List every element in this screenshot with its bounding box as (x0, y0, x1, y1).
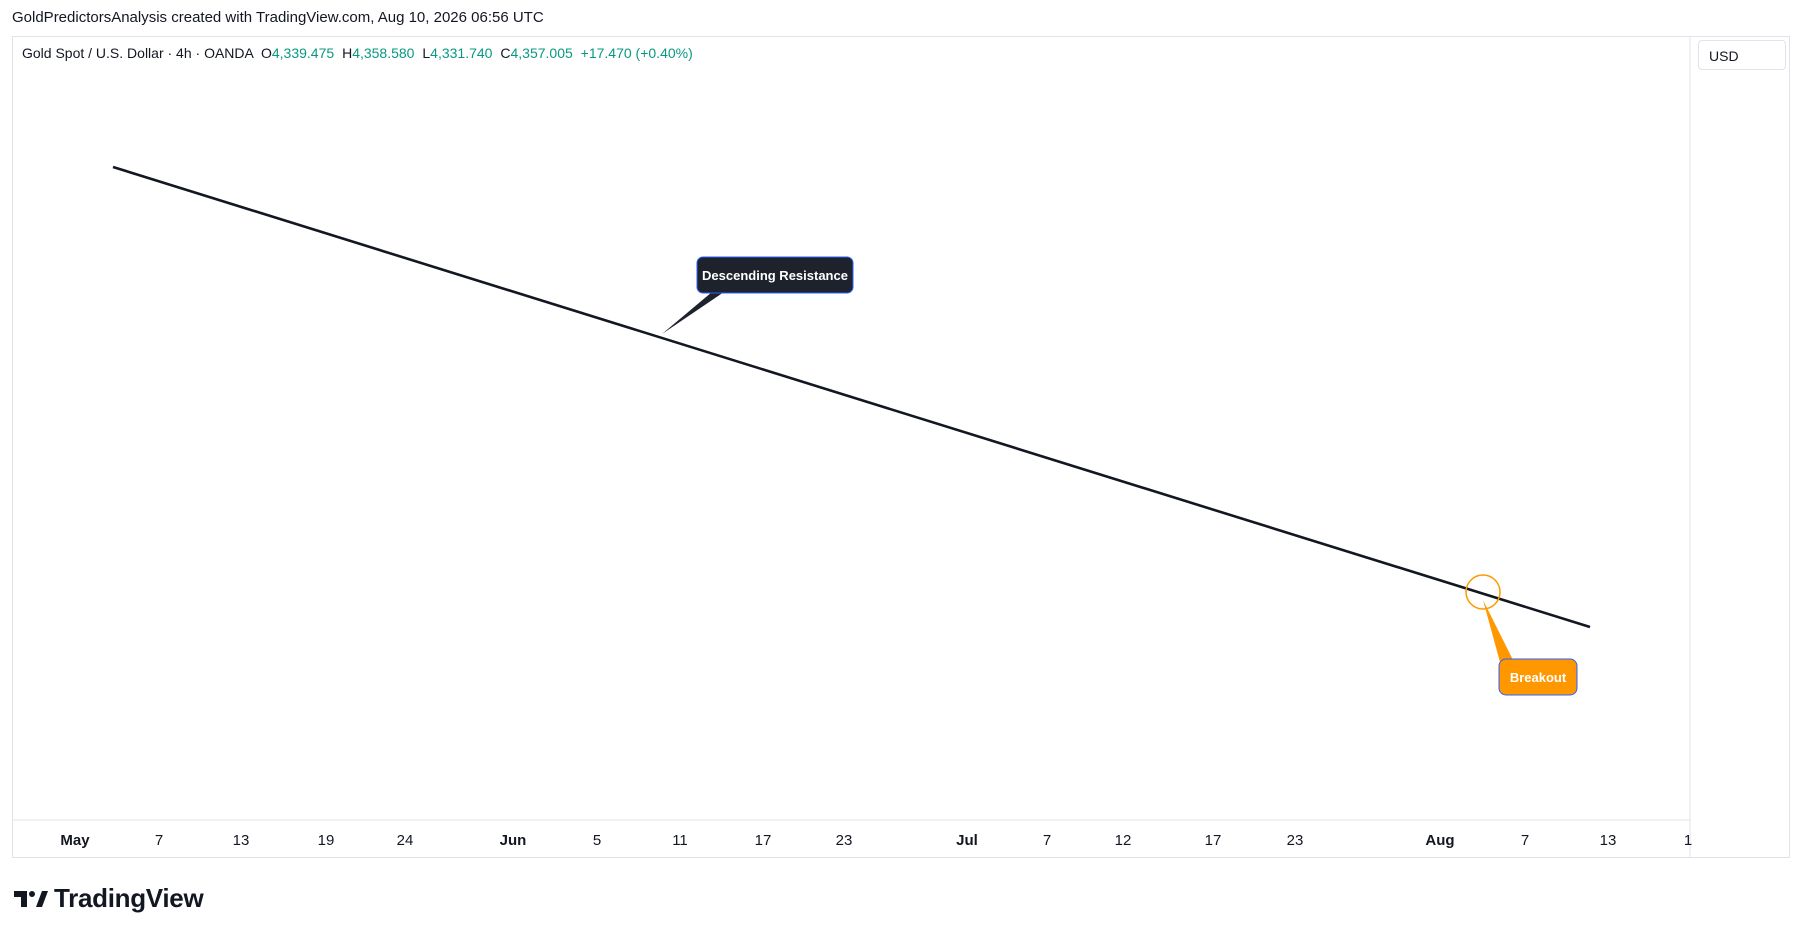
tradingview-logo[interactable]: TradingView (14, 883, 204, 914)
time-tick-label: 19 (318, 832, 335, 849)
descending-resistance-callout[interactable]: Descending Resistance (662, 256, 854, 334)
time-tick-label: 12 (1115, 832, 1132, 849)
time-tick-label: Jul (956, 832, 978, 849)
currency-selector[interactable]: USD (1698, 40, 1786, 70)
time-tick-label: 13 (233, 832, 250, 849)
time-tick-label: 13 (1600, 832, 1617, 849)
change-value: +17.470 (+0.40%) (580, 45, 693, 61)
chart-frame (12, 36, 1790, 858)
low-value: 4,331.740 (430, 45, 493, 61)
time-tick-label: 7 (155, 832, 163, 849)
breakout-callout[interactable]: Breakout (1465, 574, 1578, 696)
breakout-circle (1465, 574, 1501, 610)
symbol-name: Gold Spot / U.S. Dollar · 4h · OANDA (22, 45, 254, 61)
high-value: 4,358.580 (352, 45, 415, 61)
time-tick-label: 7 (1521, 832, 1529, 849)
tradingview-logo-icon (14, 890, 48, 907)
high-label: H (342, 45, 353, 61)
time-tick-label: 23 (1287, 832, 1304, 849)
time-tick-label: 17 (755, 832, 772, 849)
brand-name: TradingView (54, 883, 204, 913)
close-value: 4,357.005 (510, 45, 573, 61)
time-axis[interactable]: May 7 13 19 24 Jun 5 11 17 23 Jul 7 12 17 23 Aug 7 13 1 (60, 832, 1692, 849)
close-label: C (500, 45, 511, 61)
header-caption: GoldPredictorsAnalysis created with Trad… (12, 9, 544, 26)
open-value: 4,339.475 (271, 45, 335, 61)
time-tick-label: 24 (397, 832, 414, 849)
time-tick-label: Aug (1425, 832, 1454, 849)
time-tick-label: 23 (836, 832, 853, 849)
descending-resistance-line[interactable] (112, 165, 1591, 629)
time-tick-label: May (60, 832, 90, 849)
symbol-legend: Gold Spot / U.S. Dollar · 4h · OANDA O4,… (22, 45, 693, 61)
breakout-label: Breakout (1510, 670, 1567, 685)
descending-resistance-label: Descending Resistance (702, 268, 848, 283)
time-tick-label: 7 (1043, 832, 1051, 849)
low-label: L (422, 45, 431, 61)
open-label: O (260, 45, 272, 61)
time-tick-label: 11 (672, 832, 688, 849)
drawings-layer[interactable]: 4,357.005 Descending Resistance Breakout (12, 0, 1788, 696)
time-tick-label: Jun (500, 832, 527, 849)
time-tick-label: 17 (1205, 832, 1222, 849)
time-tick-label: 5 (593, 832, 601, 849)
time-tick-label: 1 (1684, 832, 1692, 849)
